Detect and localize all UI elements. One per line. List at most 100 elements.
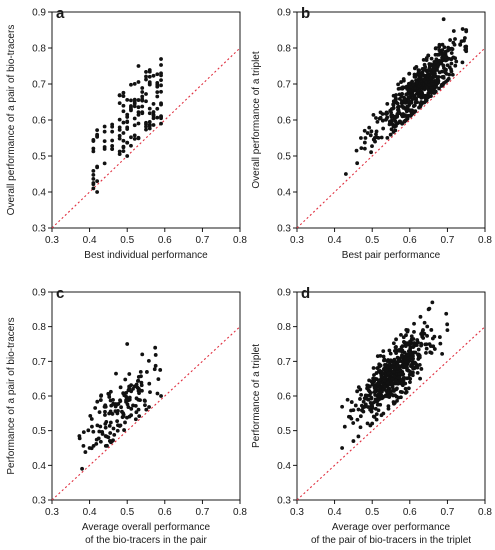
panel-a-point — [95, 190, 100, 194]
panel-d-point — [419, 367, 424, 371]
panel-b-point — [407, 71, 412, 76]
panel-c-point — [138, 370, 143, 374]
panel-b-ytick-label-4: 0.7 — [277, 80, 291, 91]
panel-b-point — [426, 91, 431, 96]
panel-c-point — [127, 384, 132, 389]
panel-a-point — [155, 90, 160, 95]
panel-d-point — [390, 377, 395, 381]
panel-c-point — [88, 413, 93, 418]
panel-b-point — [385, 136, 390, 140]
panel-a-point — [140, 111, 145, 115]
panel-d-point — [381, 354, 386, 359]
panel-c-point — [107, 423, 112, 428]
panel-c-point — [107, 411, 112, 416]
panel-c-point — [107, 392, 111, 397]
panel-d-point — [413, 350, 418, 355]
panel-d-point — [424, 350, 428, 355]
panel-b-point — [419, 71, 424, 76]
panel-a-point — [159, 114, 163, 119]
panel-a-ytick-label-0: 0.3 — [32, 224, 46, 235]
panel-c-point — [153, 363, 158, 368]
panel-b-point — [425, 85, 429, 90]
panel-b-point — [404, 92, 409, 97]
panel-d-xlabel-0: Average over performance — [332, 522, 451, 533]
panel-a-point — [140, 90, 145, 94]
panel-d-point — [432, 334, 437, 339]
panel-b-point — [449, 46, 454, 51]
panel-c-point — [87, 446, 92, 450]
panel-b-point — [451, 29, 456, 33]
panel-a-point — [132, 100, 137, 104]
panel-a-point — [95, 135, 100, 139]
panel-d: d 0.3 0.4 0.5 0.6 0.7 0.8 0.3 0.4 0.5 0.6 0.7 0.8 0.9… — [251, 285, 492, 546]
panel-c-point — [122, 393, 127, 398]
panel-a-ytick-label-4: 0.7 — [32, 80, 46, 91]
panel-c-point — [155, 391, 160, 396]
panel-c-point — [129, 406, 134, 411]
panel-a-point — [140, 98, 145, 103]
panel-b-point — [385, 111, 390, 116]
panel-b-point — [421, 68, 426, 72]
panel-b-point — [437, 70, 442, 75]
panel-d-point — [393, 378, 398, 383]
panel-a-point — [125, 125, 130, 130]
panel-d-point — [408, 350, 412, 354]
panel-b-xtick-label-1: 0.4 — [328, 235, 342, 246]
panel-b-letter: b — [301, 5, 310, 22]
panel-d-point — [378, 353, 383, 358]
panel-a-point — [125, 140, 130, 145]
panel-d-point — [425, 333, 429, 338]
panel-d-point — [397, 372, 402, 376]
panel-a-point — [91, 176, 96, 181]
panel-d-point — [349, 400, 354, 404]
panel-d-xtick-label-2: 0.5 — [365, 507, 379, 518]
panel-b-point — [435, 76, 440, 81]
panel-b-point — [422, 94, 426, 99]
panel-d-point — [382, 357, 387, 362]
panel-c-point — [108, 398, 113, 403]
panel-a-point — [136, 80, 141, 84]
panel-c-point — [147, 381, 152, 386]
panel-d-point — [386, 404, 391, 409]
panel-c-point — [120, 409, 124, 414]
panel-d-point — [375, 402, 380, 407]
panel-d-point — [445, 328, 450, 333]
panel-c-point — [112, 432, 117, 437]
panel-b-point — [408, 84, 413, 89]
panel-b-xtick-label-3: 0.6 — [403, 235, 417, 246]
panel-b-point — [424, 80, 428, 85]
panel-d-xtick-label-0: 0.3 — [290, 507, 304, 518]
panel-b-point — [371, 112, 376, 117]
panel-d-point — [385, 394, 390, 399]
panel-d-point — [413, 361, 418, 366]
panel-c-point — [100, 432, 105, 436]
panel-d-point — [359, 403, 364, 408]
panel-a-xtick-label-5: 0.8 — [233, 235, 247, 246]
panel-a-point — [129, 135, 133, 140]
panel-d-point — [345, 397, 350, 402]
panel-d-point — [401, 335, 406, 340]
panel-d-point — [387, 348, 392, 353]
panel-a-point — [121, 131, 126, 135]
panel-d-point — [379, 375, 384, 379]
panel-a-xtick-label-1: 0.4 — [83, 235, 97, 246]
panel-a-point — [117, 152, 122, 157]
panel-d-point — [386, 364, 391, 369]
panel-a-frame — [51, 11, 241, 229]
panel-c-point — [125, 415, 129, 420]
panel-b-point — [433, 85, 438, 89]
panel-b-point — [416, 77, 421, 82]
panel-a-point — [155, 106, 160, 111]
panel-a-point — [91, 181, 96, 185]
panel-c-reference-line — [51, 326, 241, 501]
panel-b-point — [413, 100, 418, 105]
panel-d-point — [373, 393, 378, 397]
panel-b-point — [429, 86, 434, 91]
panel-b-point — [463, 44, 468, 49]
panel-a-point — [117, 136, 122, 141]
panel-c-point — [122, 428, 126, 432]
panel-b-point — [367, 125, 372, 130]
panel-c-point — [105, 443, 109, 448]
panel-d-point — [371, 414, 376, 419]
